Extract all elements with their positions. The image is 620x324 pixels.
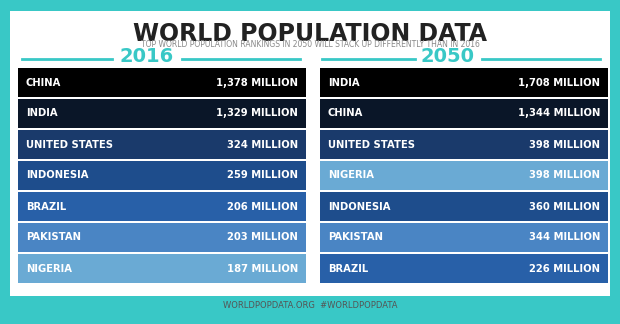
- FancyBboxPatch shape: [320, 68, 608, 97]
- Text: UNITED STATES: UNITED STATES: [26, 140, 113, 149]
- Text: 344 MILLION: 344 MILLION: [529, 233, 600, 242]
- FancyBboxPatch shape: [18, 130, 306, 159]
- Text: INDIA: INDIA: [328, 77, 360, 87]
- FancyBboxPatch shape: [320, 130, 608, 159]
- Text: WORLDPOPDATA.ORG  #WORLDPOPDATA: WORLDPOPDATA.ORG #WORLDPOPDATA: [223, 302, 397, 310]
- Text: PAKISTAN: PAKISTAN: [328, 233, 383, 242]
- Text: WORLD POPULATION DATA: WORLD POPULATION DATA: [133, 22, 487, 46]
- Text: INDIA: INDIA: [26, 109, 58, 119]
- Text: CHINA: CHINA: [328, 109, 363, 119]
- Text: 360 MILLION: 360 MILLION: [529, 202, 600, 212]
- Text: 203 MILLION: 203 MILLION: [227, 233, 298, 242]
- Text: NIGERIA: NIGERIA: [328, 170, 374, 180]
- FancyBboxPatch shape: [320, 161, 608, 190]
- FancyBboxPatch shape: [320, 192, 608, 221]
- Text: 206 MILLION: 206 MILLION: [227, 202, 298, 212]
- FancyBboxPatch shape: [18, 99, 306, 128]
- FancyBboxPatch shape: [18, 192, 306, 221]
- FancyBboxPatch shape: [18, 254, 306, 283]
- FancyBboxPatch shape: [320, 99, 608, 128]
- Text: 2016: 2016: [120, 47, 174, 65]
- Text: 398 MILLION: 398 MILLION: [529, 140, 600, 149]
- FancyBboxPatch shape: [18, 223, 306, 252]
- Text: BRAZIL: BRAZIL: [26, 202, 66, 212]
- Text: 398 MILLION: 398 MILLION: [529, 170, 600, 180]
- Text: 226 MILLION: 226 MILLION: [529, 263, 600, 273]
- Text: 324 MILLION: 324 MILLION: [227, 140, 298, 149]
- Text: BRAZIL: BRAZIL: [328, 263, 368, 273]
- Text: 1,329 MILLION: 1,329 MILLION: [216, 109, 298, 119]
- Text: PAKISTAN: PAKISTAN: [26, 233, 81, 242]
- Text: INDONESIA: INDONESIA: [328, 202, 391, 212]
- Text: 1,344 MILLION: 1,344 MILLION: [518, 109, 600, 119]
- Text: NIGERIA: NIGERIA: [26, 263, 72, 273]
- FancyBboxPatch shape: [18, 161, 306, 190]
- Text: UNITED STATES: UNITED STATES: [328, 140, 415, 149]
- Text: 259 MILLION: 259 MILLION: [227, 170, 298, 180]
- Text: INDONESIA: INDONESIA: [26, 170, 89, 180]
- Text: 1,708 MILLION: 1,708 MILLION: [518, 77, 600, 87]
- Text: CHINA: CHINA: [26, 77, 61, 87]
- FancyBboxPatch shape: [10, 11, 610, 296]
- FancyBboxPatch shape: [18, 68, 306, 97]
- Text: 2050: 2050: [421, 47, 475, 65]
- Text: TOP WORLD POPULATION RANKINGS IN 2050 WILL STACK UP DIFFERENTLY THAN IN 2016: TOP WORLD POPULATION RANKINGS IN 2050 WI…: [141, 40, 479, 49]
- Text: 187 MILLION: 187 MILLION: [227, 263, 298, 273]
- FancyBboxPatch shape: [320, 254, 608, 283]
- FancyBboxPatch shape: [320, 223, 608, 252]
- Text: 1,378 MILLION: 1,378 MILLION: [216, 77, 298, 87]
